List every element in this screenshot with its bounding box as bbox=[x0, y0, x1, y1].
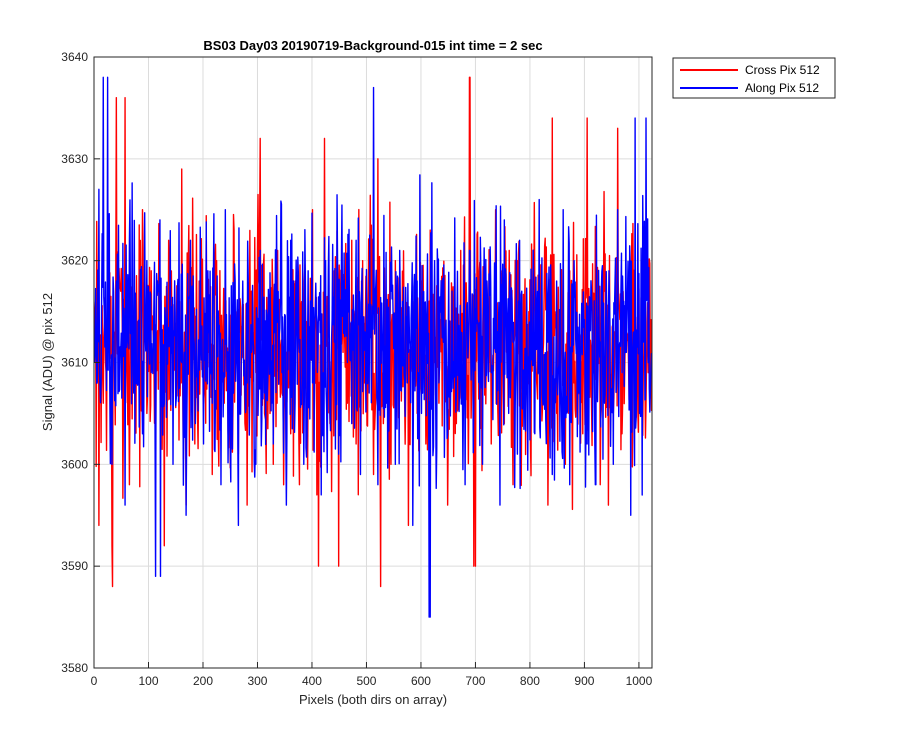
x-tick-label: 700 bbox=[465, 674, 485, 688]
x-tick-label: 1000 bbox=[626, 674, 653, 688]
x-tick-label: 0 bbox=[91, 674, 98, 688]
y-tick-label: 3600 bbox=[61, 457, 88, 471]
y-tick-label: 3620 bbox=[61, 254, 88, 268]
x-tick-label: 900 bbox=[574, 674, 594, 688]
y-axis: 3580 3590 3600 3610 3620 3630 3640 bbox=[61, 50, 100, 675]
x-tick-label: 200 bbox=[193, 674, 213, 688]
x-tick-label: 100 bbox=[138, 674, 158, 688]
x-axis: 0 100 200 300 400 500 600 700 800 900 1000 bbox=[91, 662, 653, 688]
x-tick-label: 600 bbox=[411, 674, 431, 688]
series-line-along bbox=[94, 76, 652, 618]
y-tick-label: 3640 bbox=[61, 50, 88, 64]
legend-label-along: Along Pix 512 bbox=[745, 81, 819, 95]
x-tick-label: 400 bbox=[302, 674, 322, 688]
x-tick-label: 500 bbox=[356, 674, 376, 688]
legend-box bbox=[672, 57, 836, 99]
x-tick-label: 300 bbox=[247, 674, 267, 688]
legend: Cross Pix 512 Along Pix 512 bbox=[672, 57, 836, 99]
x-tick-label: 800 bbox=[520, 674, 540, 688]
y-tick-label: 3580 bbox=[61, 661, 88, 675]
series-layer bbox=[94, 76, 652, 618]
legend-label-cross: Cross Pix 512 bbox=[745, 63, 820, 77]
chart-title: BS03 Day03 20190719-Background-015 int t… bbox=[203, 38, 542, 53]
y-tick-label: 3590 bbox=[61, 559, 88, 573]
y-axis-label: Signal (ADU) @ pix 512 bbox=[40, 293, 55, 431]
x-axis-label: Pixels (both dirs on array) bbox=[299, 692, 447, 707]
y-tick-label: 3630 bbox=[61, 152, 88, 166]
y-tick-label: 3610 bbox=[61, 356, 88, 370]
